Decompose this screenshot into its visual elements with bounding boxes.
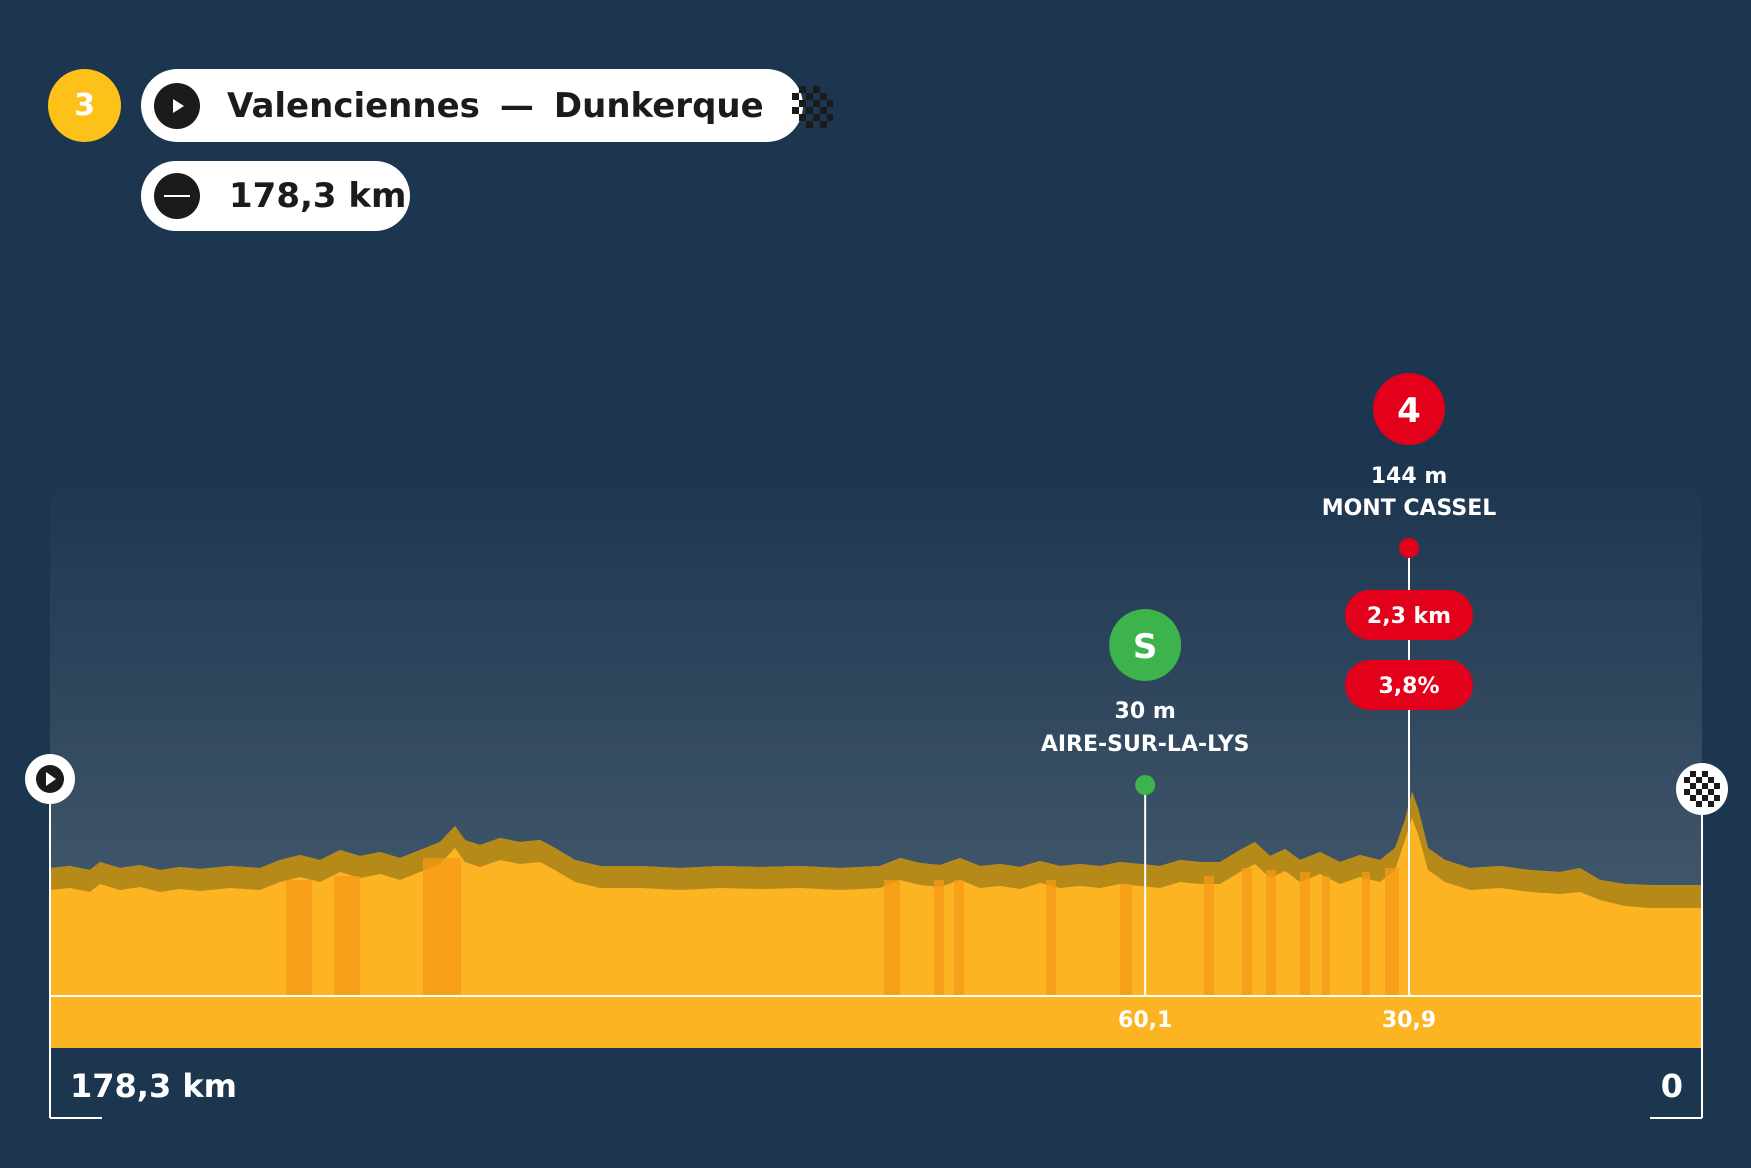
route-finish: Dunkerque [553,85,764,126]
climb-point: 4 144 m MONT CASSEL 2,3 km 3,8% 30,9 [1322,373,1497,1033]
stage-distance: 178,3 km [229,176,407,216]
stage-number-badge: 3 [48,69,121,142]
start-marker [25,754,75,804]
sprint-name: AIRE-SUR-LA-LYS [1041,732,1250,757]
climb-category-label: 4 [1397,391,1421,431]
flat-stage-icon [154,173,200,219]
axis-start-label: 178,3 km [70,1067,237,1105]
route-pill: Valenciennes — Dunkerque [141,69,833,142]
climb-category-badge [1373,373,1445,445]
checkered-flag-icon [1684,771,1720,807]
distance-band [50,996,1702,1048]
sprint-badge [1109,609,1182,681]
sprint-altitude: 30 m [1115,699,1176,724]
play-icon [46,772,56,786]
terrain-ridge [50,792,1702,908]
play-icon [154,82,200,129]
finish-marker [1676,763,1728,815]
climb-gradient: 3,8% [1378,674,1439,699]
checkered-flag-icon [791,85,833,128]
climb-dot [1399,538,1419,558]
climb-km-to-go: 30,9 [1382,1008,1436,1033]
axis-end-label: 0 [1661,1067,1683,1105]
sprint-badge-label: S [1133,627,1158,667]
sprint-dot [1135,775,1156,795]
climb-length: 2,3 km [1367,604,1451,629]
climb-length-pill [1345,590,1473,640]
gradient-bands [286,858,1399,996]
distance-pill: 178,3 km [141,161,410,231]
climb-name: MONT CASSEL [1322,496,1497,521]
sprint-km-to-go: 60,1 [1118,1008,1172,1033]
climb-gradient-pill [1345,660,1473,710]
route-start: Valenciennes [227,85,480,126]
climb-altitude: 144 m [1371,464,1448,489]
route-separator: — [499,85,534,126]
sprint-point: S 30 m AIRE-SUR-LA-LYS 60,1 [1041,609,1250,1033]
